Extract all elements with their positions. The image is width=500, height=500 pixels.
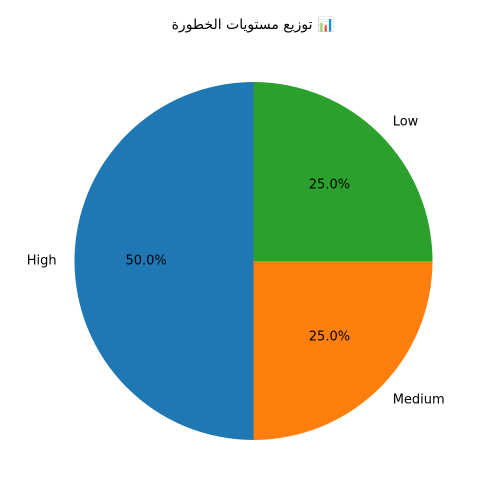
- percent-label-low: 25.0%: [309, 178, 350, 193]
- pie-slice-medium: [253, 261, 433, 440]
- pie-slice-low: [253, 82, 433, 261]
- slice-label-high: High: [27, 254, 57, 269]
- slice-label-low: Low: [393, 114, 419, 129]
- percent-label-medium: 25.0%: [309, 329, 350, 344]
- chart-title: 📊 توزيع مستويات الخطورة: [172, 16, 335, 33]
- slice-label-medium: Medium: [393, 393, 445, 408]
- pie-slices: [74, 82, 433, 440]
- pie-labels: High 50.0% Medium 25.0% Low 25.0%: [27, 114, 445, 407]
- pie-slice-high: [74, 82, 254, 440]
- percent-label-high: 50.0%: [125, 254, 166, 269]
